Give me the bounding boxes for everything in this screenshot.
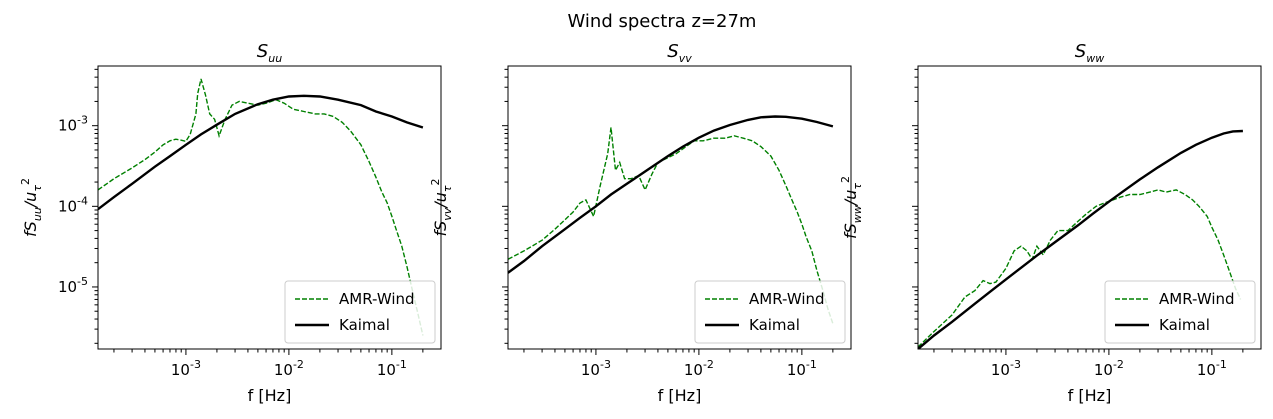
- uu-x-tick-label: 10-3: [171, 358, 201, 379]
- vv-x-tick-label: 10-1: [787, 358, 817, 379]
- ww-panel: 10-3 10-2 10-1 Sww f [Hz] fSww/uτ2 AMR-Wind Kai…: [839, 41, 1262, 405]
- ww-axes-frame: [917, 65, 1262, 350]
- uu-x-tick-label: 10-1: [377, 358, 407, 379]
- uu-y-tick-label: 10-3: [58, 114, 88, 135]
- vv-axes-frame: [507, 65, 852, 350]
- ww-panel-title: Sww: [1075, 41, 1104, 65]
- vv-x-tick-label: 10-3: [581, 358, 611, 379]
- uu-y-tick-label: 10-5: [58, 275, 88, 296]
- ww-legend-label-kaimal: Kaimal: [1159, 316, 1210, 334]
- vv-legend-label-amr-wind: AMR-Wind: [749, 290, 825, 308]
- uu-legend-label-amr-wind: AMR-Wind: [339, 290, 415, 308]
- ww-x-tick-label: 10-1: [1197, 358, 1227, 379]
- ww-legend-box: [1104, 280, 1256, 344]
- ww-x-axis-label: f [Hz]: [1068, 386, 1112, 405]
- vv-series-kaimal-line: [508, 115, 834, 274]
- vv-legend: AMR-Wind Kaimal: [694, 280, 846, 344]
- uu-x-tick-label: 10-2: [274, 358, 304, 379]
- ww-legend: AMR-Wind Kaimal: [1104, 280, 1256, 344]
- vv-series-amr-wind-line: [508, 127, 834, 324]
- uu-y-axis-label: fSuu/uτ2: [19, 178, 44, 237]
- uu-series-kaimal-line: [98, 94, 424, 211]
- uu-axes-frame: [97, 65, 442, 350]
- vv-x-tick-label: 10-2: [684, 358, 714, 379]
- ww-x-tick-label: 10-3: [991, 358, 1021, 379]
- vv-legend-label-kaimal: Kaimal: [749, 316, 800, 334]
- vv-legend-box: [694, 280, 846, 344]
- uu-panel-title: Suu: [257, 41, 282, 65]
- vv-panel: 10-3 10-2 10-1 Svv f [Hz] fSvv/uτ2 AMR-Wind Kai…: [429, 41, 852, 405]
- uu-panel: 10-3 10-2 10-1 10-5 10-4 10-3 Suu f [Hz] fSuu/uτ…: [19, 41, 442, 405]
- vv-x-axis-label: f [Hz]: [658, 386, 702, 405]
- uu-y-tick-label: 10-4: [58, 194, 88, 215]
- vv-y-axis-label: fSvv/uτ2: [429, 179, 454, 237]
- ww-series-kaimal-line: [918, 129, 1243, 349]
- figure-suptitle: Wind spectra z=27m: [568, 11, 757, 32]
- ww-series-amr-wind-line: [918, 189, 1242, 348]
- uu-legend: AMR-Wind Kaimal: [284, 280, 436, 344]
- ww-y-axis-label: fSww/uτ2: [839, 176, 864, 239]
- uu-legend-box: [284, 280, 436, 344]
- ww-x-tick-label: 10-2: [1094, 358, 1124, 379]
- uu-legend-label-kaimal: Kaimal: [339, 316, 390, 334]
- vv-panel-title: Svv: [667, 41, 692, 65]
- uu-x-axis-label: f [Hz]: [248, 386, 292, 405]
- ww-legend-label-amr-wind: AMR-Wind: [1159, 290, 1235, 308]
